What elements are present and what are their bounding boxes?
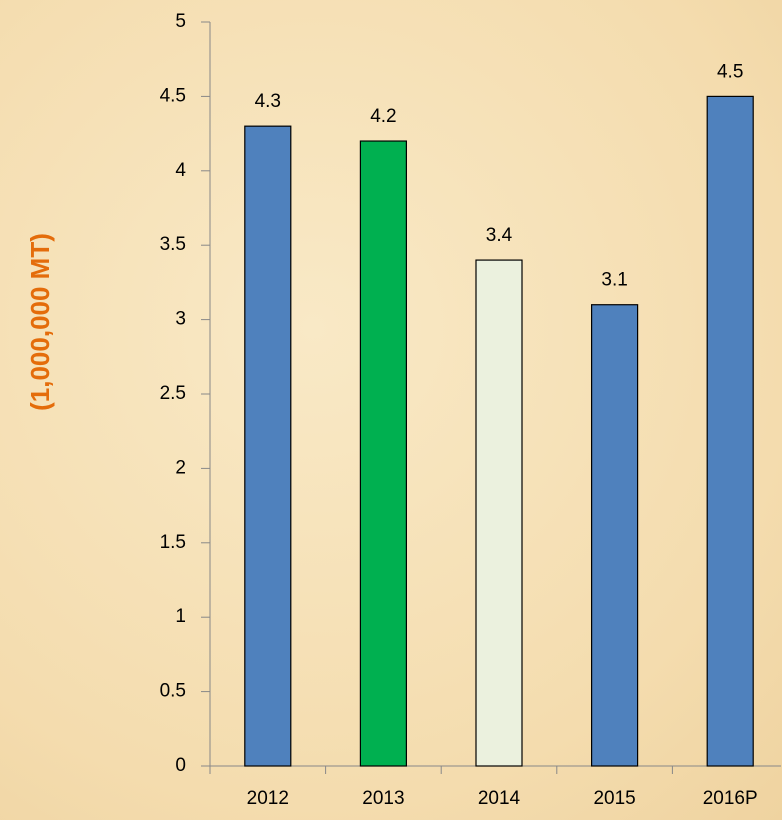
- y-axis-title: (1,000,000 MT): [25, 233, 55, 411]
- x-tick-label: 2013: [362, 788, 404, 809]
- data-label: 4.3: [255, 91, 281, 112]
- x-tick-label: 2012: [247, 788, 289, 809]
- bar: [706, 95, 754, 767]
- y-tick-label: 0.5: [160, 681, 186, 702]
- x-tick-label: 2015: [593, 788, 635, 809]
- x-tick-label: 2014: [478, 788, 521, 809]
- bar: [244, 125, 292, 767]
- data-label: 3.4: [486, 225, 513, 246]
- data-label: 4.5: [717, 61, 743, 82]
- bar: [590, 304, 639, 767]
- x-tick-label: 2016P: [703, 788, 758, 809]
- y-tick-label: 0: [175, 755, 186, 776]
- data-label: 4.2: [370, 106, 396, 127]
- y-tick-label: 5: [175, 11, 186, 32]
- y-tick-label: 3: [175, 309, 186, 330]
- y-tick-label: 2: [175, 457, 186, 478]
- y-tick-label: 2.5: [160, 383, 186, 404]
- y-tick-label: 4.5: [160, 85, 186, 106]
- data-label: 3.1: [601, 270, 627, 291]
- bar: [475, 259, 523, 767]
- y-tick-label: 4: [175, 160, 186, 181]
- bar: [359, 140, 407, 767]
- y-tick-label: 3.5: [160, 234, 186, 255]
- y-tick-label: 1.5: [160, 532, 186, 553]
- y-tick-label: 1: [175, 606, 186, 627]
